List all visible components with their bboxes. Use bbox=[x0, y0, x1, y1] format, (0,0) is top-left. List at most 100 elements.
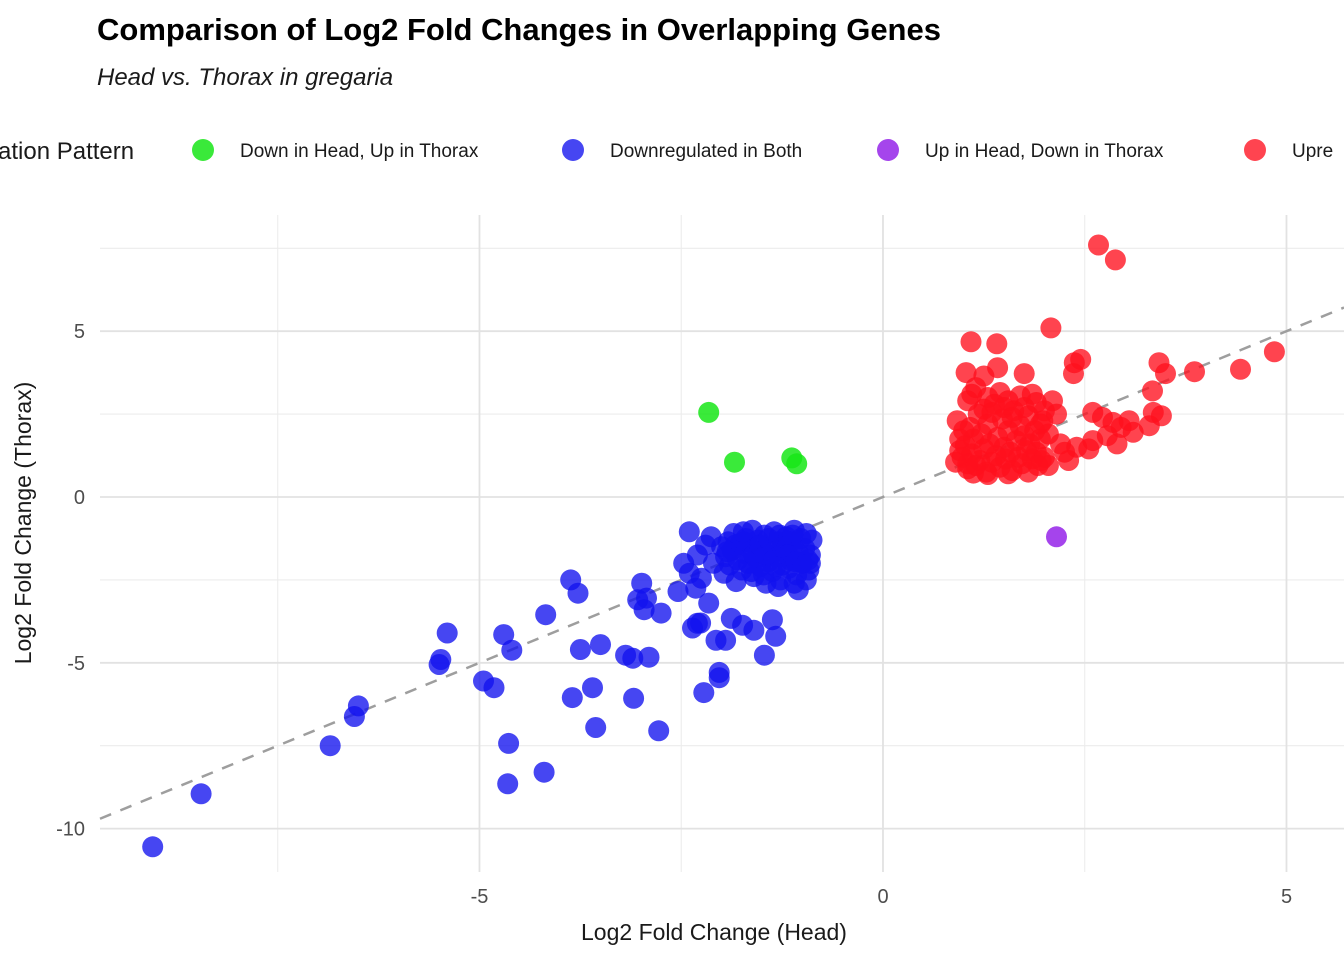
data-point bbox=[561, 687, 583, 709]
data-point bbox=[708, 661, 730, 683]
data-point bbox=[767, 576, 789, 597]
data-point bbox=[690, 567, 712, 589]
data-point bbox=[753, 644, 775, 666]
data-point bbox=[715, 629, 737, 651]
y-tick-label: -5 bbox=[67, 653, 85, 675]
legend: ation Pattern Down in Head, Up in Thorax… bbox=[0, 128, 1344, 176]
data-point bbox=[987, 357, 1009, 379]
data-point bbox=[142, 836, 164, 858]
legend-dot-red bbox=[1244, 139, 1266, 161]
data-point bbox=[190, 783, 212, 805]
data-point bbox=[783, 572, 805, 594]
data-point bbox=[1184, 361, 1205, 383]
data-point bbox=[667, 581, 689, 602]
legend-item-upregulated: Upre bbox=[1292, 141, 1334, 162]
data-point bbox=[1046, 526, 1067, 548]
data-point bbox=[1104, 249, 1126, 271]
data-point bbox=[777, 544, 799, 566]
data-point bbox=[1013, 363, 1035, 385]
data-point bbox=[428, 654, 450, 675]
x-tick-label: 0 bbox=[877, 886, 888, 908]
data-point bbox=[955, 362, 977, 384]
data-point bbox=[1017, 461, 1039, 483]
data-point bbox=[582, 677, 603, 699]
data-point bbox=[1046, 403, 1067, 425]
data-point bbox=[986, 333, 1008, 355]
data-point bbox=[757, 528, 779, 549]
data-point bbox=[623, 687, 645, 709]
data-point bbox=[533, 761, 555, 783]
data-point bbox=[960, 331, 982, 353]
data-point bbox=[678, 521, 700, 543]
data-point bbox=[319, 735, 341, 757]
data-point bbox=[1078, 438, 1100, 460]
x-axis-tick-labels: -5 0 5 bbox=[471, 886, 1292, 908]
legend-dot-blue bbox=[562, 139, 584, 161]
data-point bbox=[633, 599, 655, 621]
data-point bbox=[648, 720, 670, 742]
data-point bbox=[436, 622, 458, 644]
y-axis-title: Log2 Fold Change (Thorax) bbox=[10, 382, 36, 665]
chart-title: Comparison of Log2 Fold Changes in Overl… bbox=[97, 12, 941, 47]
data-point bbox=[343, 706, 365, 727]
data-point bbox=[765, 625, 787, 647]
data-point bbox=[686, 612, 708, 634]
data-point bbox=[1040, 317, 1062, 339]
legend-dot-green bbox=[192, 139, 214, 161]
data-point bbox=[622, 647, 644, 669]
legend-item-downregulated-both: Downregulated in Both bbox=[610, 141, 803, 162]
chart-subtitle: Head vs. Thorax in gregaria bbox=[97, 64, 394, 91]
legend-item-up-head-down-thorax: Up in Head, Down in Thorax bbox=[925, 141, 1164, 162]
x-tick-label: -5 bbox=[471, 886, 489, 908]
data-point bbox=[1155, 363, 1176, 385]
y-tick-label: 5 bbox=[74, 321, 85, 343]
data-point bbox=[997, 463, 1019, 485]
data-point bbox=[698, 592, 720, 614]
data-point bbox=[716, 541, 738, 563]
y-tick-label: -10 bbox=[56, 819, 85, 841]
data-point bbox=[1021, 383, 1043, 405]
data-point bbox=[698, 401, 720, 423]
data-point bbox=[945, 451, 967, 473]
data-point bbox=[567, 582, 589, 604]
legend-item-down-head-up-thorax: Down in Head, Up in Thorax bbox=[240, 141, 479, 162]
data-point bbox=[1106, 433, 1128, 455]
y-axis-tick-labels: 5 0 -5 -10 bbox=[56, 321, 85, 840]
data-point bbox=[493, 624, 515, 646]
data-point bbox=[713, 562, 735, 584]
data-point bbox=[786, 453, 808, 475]
data-point bbox=[497, 773, 519, 795]
data-point bbox=[585, 717, 607, 738]
data-point bbox=[1263, 341, 1285, 363]
data-point bbox=[590, 634, 611, 656]
data-point bbox=[650, 602, 672, 624]
data-point bbox=[1058, 450, 1080, 471]
data-point bbox=[743, 619, 765, 641]
data-point bbox=[1230, 358, 1251, 380]
x-axis-title: Log2 Fold Change (Head) bbox=[581, 919, 847, 945]
data-point bbox=[638, 646, 660, 668]
data-point bbox=[782, 524, 804, 546]
data-point bbox=[498, 732, 520, 754]
data-point bbox=[535, 604, 557, 626]
x-tick-label: 5 bbox=[1281, 886, 1292, 908]
data-point bbox=[1037, 423, 1059, 445]
data-point bbox=[761, 609, 783, 631]
data-point bbox=[1033, 446, 1055, 468]
data-point bbox=[741, 561, 762, 583]
data-point bbox=[973, 398, 995, 420]
legend-dot-purple bbox=[877, 139, 899, 161]
data-point bbox=[693, 682, 715, 704]
data-point bbox=[483, 677, 505, 699]
legend-title: ation Pattern bbox=[0, 138, 135, 165]
data-point bbox=[1142, 380, 1163, 402]
data-point bbox=[797, 549, 819, 571]
data-point bbox=[686, 544, 708, 566]
data-point bbox=[1063, 363, 1084, 385]
data-point bbox=[946, 410, 968, 432]
data-point bbox=[569, 639, 591, 660]
data-points bbox=[142, 234, 1285, 858]
data-point bbox=[977, 464, 999, 485]
y-tick-label: 0 bbox=[74, 487, 85, 509]
